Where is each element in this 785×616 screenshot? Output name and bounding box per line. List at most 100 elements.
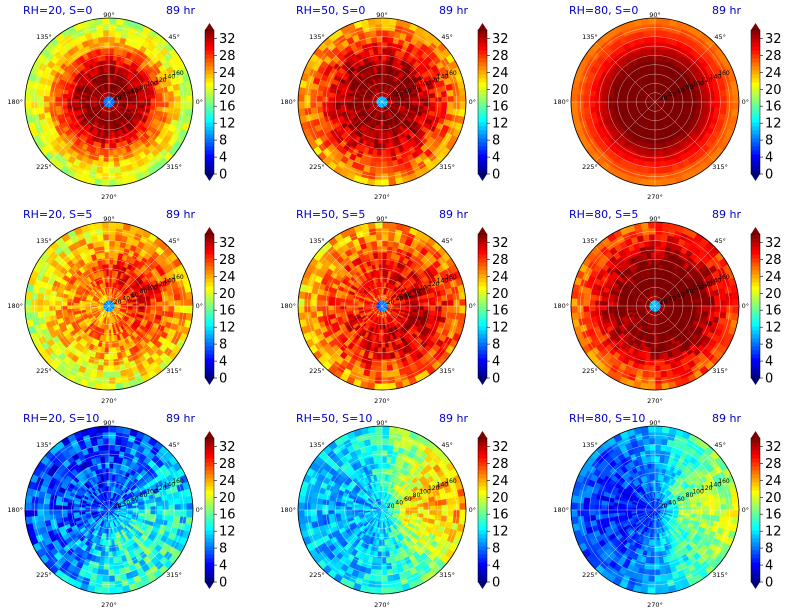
heatmap-cell xyxy=(99,359,105,366)
heatmap-cell xyxy=(25,299,31,306)
colorbar-segment xyxy=(205,366,214,370)
radial-tick-label: 40 xyxy=(122,91,130,98)
heatmap-cell xyxy=(157,306,163,311)
colorbar-segment xyxy=(478,166,487,170)
panel-title-left: RH=50, S=0 xyxy=(296,4,365,17)
colorbar-segment xyxy=(205,94,214,98)
radial-tick-label: 40 xyxy=(668,91,676,98)
colorbar-extend-min xyxy=(478,174,487,181)
heatmap-cell xyxy=(372,155,378,162)
colorbar-tick-label: 24 xyxy=(492,66,509,81)
heatmap-cell xyxy=(175,102,181,108)
colorbar-extend-min xyxy=(751,174,760,181)
colorbar-segment xyxy=(205,338,214,342)
colorbar-segment xyxy=(478,150,487,154)
heatmap-cell xyxy=(379,330,382,336)
colorbar-tick-label: 16 xyxy=(765,100,782,115)
heatmap-cell xyxy=(709,102,715,107)
heatmap-cell xyxy=(601,93,608,98)
colorbar-segment xyxy=(205,78,214,82)
colorbar-segment xyxy=(205,82,214,86)
heatmap-cell xyxy=(379,126,382,132)
heatmap-cell xyxy=(447,108,454,115)
colorbar-segment xyxy=(478,86,487,90)
colorbar-segment xyxy=(205,50,214,54)
heatmap-cell xyxy=(435,107,442,113)
colorbar-segment xyxy=(205,330,214,334)
colorbar-segment xyxy=(478,98,487,102)
heatmap-cell xyxy=(25,95,31,102)
colorbar-segment xyxy=(478,54,487,58)
colorbar-segment xyxy=(205,354,214,358)
heatmap-cell xyxy=(79,99,85,102)
heatmap-cell xyxy=(448,96,454,102)
heatmap-cell xyxy=(49,306,55,311)
heatmap-cell xyxy=(583,90,590,97)
heatmap-cell xyxy=(49,92,56,98)
colorbar-segment xyxy=(205,86,214,90)
heatmap-cell xyxy=(109,54,113,60)
heatmap-cell xyxy=(187,95,193,102)
heatmap-cell xyxy=(162,311,169,317)
heatmap-cell xyxy=(97,167,104,174)
heatmap-cell xyxy=(382,270,385,276)
heatmap-cell xyxy=(382,276,385,282)
heatmap-cell xyxy=(322,92,329,98)
colorbar-segment xyxy=(205,350,214,354)
heatmap-cell xyxy=(139,102,145,105)
heatmap-cell xyxy=(659,48,664,55)
colorbar-tick-label: 12 xyxy=(219,117,236,132)
heatmap-cell xyxy=(322,97,328,102)
heatmap-cell xyxy=(334,98,340,102)
colorbar-tick-label: 8 xyxy=(219,134,227,149)
colorbar-segment xyxy=(478,110,487,114)
heatmap-cell xyxy=(448,102,454,108)
heatmap-cell xyxy=(105,144,109,150)
colorbar-segment xyxy=(205,46,214,50)
angle-tick-label: 315° xyxy=(166,163,182,171)
angle-tick-label: 225° xyxy=(36,367,52,375)
colorbar-segment xyxy=(751,142,760,146)
heatmap-cell xyxy=(382,48,387,54)
angle-tick-label: 180° xyxy=(280,98,296,106)
heatmap-cell xyxy=(382,66,385,72)
colorbar-segment xyxy=(205,166,214,170)
colorbar-segment xyxy=(205,358,214,362)
colorbar-tick-label: 0 xyxy=(765,168,773,183)
colorbar-segment xyxy=(478,138,487,142)
colorbar-segment xyxy=(751,30,760,34)
colorbar-segment xyxy=(205,110,214,114)
colorbar-segment xyxy=(478,90,487,94)
colorbar-segment xyxy=(751,150,760,154)
heatmap-cell xyxy=(109,372,115,378)
heatmap-cell xyxy=(607,98,613,102)
colorbar-segment xyxy=(478,154,487,158)
colorbar-segment xyxy=(478,134,487,138)
heatmap-cell xyxy=(104,150,109,156)
heatmap-cell xyxy=(733,95,739,102)
heatmap-cell xyxy=(625,99,631,102)
panel-title-right: 89 hr xyxy=(712,4,741,17)
colorbar-extend-max xyxy=(205,23,214,30)
heatmap-cell xyxy=(104,156,109,162)
heatmap-cell xyxy=(37,306,43,312)
colorbar-segment xyxy=(205,254,214,258)
heatmap-cell xyxy=(61,98,67,102)
heatmap-cell xyxy=(298,102,304,109)
heatmap-cell xyxy=(61,302,67,306)
heatmap-cell xyxy=(340,98,346,102)
heatmap-cell xyxy=(175,306,181,312)
heatmap-cell xyxy=(49,301,55,306)
colorbar-segment xyxy=(478,34,487,38)
heatmap-cell xyxy=(37,300,43,306)
colorbar-segment xyxy=(751,102,760,106)
panel-title-left: RH=20, S=5 xyxy=(23,208,92,221)
heatmap-cell xyxy=(151,306,157,310)
heatmap-cell xyxy=(162,107,169,113)
heatmap-cell xyxy=(37,294,44,301)
colorbar-segment xyxy=(478,46,487,50)
heatmap-cell xyxy=(346,99,352,102)
colorbar-segment xyxy=(751,54,760,58)
angle-tick-label: 180° xyxy=(553,98,569,106)
